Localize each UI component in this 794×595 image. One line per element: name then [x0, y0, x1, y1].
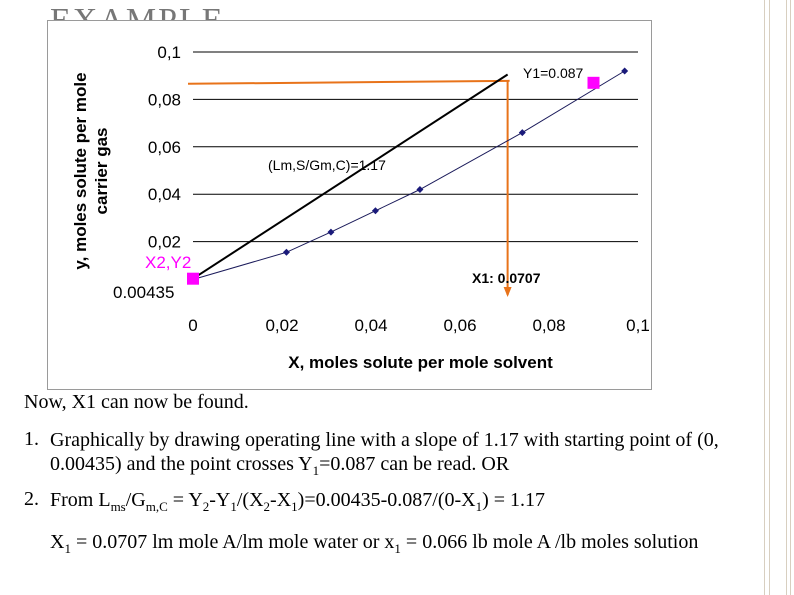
eq-sub: 2 — [263, 499, 271, 514]
y1-annotation: Y1=0.087 — [523, 65, 584, 81]
y-tick-label: 0,06 — [148, 138, 181, 157]
eq-part: = Y — [167, 489, 203, 511]
chart: 0,02 0,04 0,06 0,08 0,1 0 0,02 0,04 0,06 0,08 0,1 X… — [47, 20, 652, 390]
y-tick-label: 0,02 — [148, 233, 181, 252]
chart-svg: 0,02 0,04 0,06 0,08 0,1 0 0,02 0,04 0,06 0,08 0,1 X… — [71, 43, 650, 372]
result-part: = 0.066 lb mole A /lb moles solution — [400, 531, 699, 553]
y2-value-annotation: 0.00435 — [113, 283, 174, 302]
intro-text: Now, X1 can now be found. — [24, 391, 249, 413]
x-tick-label: 0 — [188, 316, 197, 335]
item-number: 1. — [24, 428, 39, 450]
x1-annotation: X1: 0.0707 — [472, 270, 541, 286]
x-tick-label: 0,06 — [443, 316, 476, 335]
result-part: X — [50, 531, 65, 553]
result-sub: 1 — [394, 541, 401, 556]
data-point — [282, 248, 290, 256]
eq-sub: ms — [110, 499, 126, 514]
y-tick-label: 0,08 — [148, 90, 181, 109]
highlight-marker — [587, 76, 600, 89]
y-tick-label: 0,04 — [148, 185, 181, 204]
eq-sub: 1 — [475, 499, 483, 514]
highlight-marker — [187, 272, 199, 285]
eq-part: )=0.00435-0.087/(0-X — [297, 489, 476, 511]
list-item-1: 1. Graphically by drawing operating line… — [24, 428, 764, 478]
data-point — [416, 185, 424, 193]
item1-sub: 1 — [312, 463, 320, 478]
item1-text: Graphically by drawing operating line wi… — [50, 429, 719, 475]
eq-part: From L — [50, 489, 111, 511]
x-tick-label: 0,08 — [532, 316, 565, 335]
y1-guide-line — [187, 79, 510, 85]
decorative-border — [760, 0, 794, 595]
eq-part: -X — [270, 489, 292, 511]
y-tick-label: 0,1 — [157, 43, 181, 62]
x-tick-label: 0,02 — [265, 316, 298, 335]
eq-part: /(X — [236, 489, 264, 511]
eq-part: ) = 1.17 — [482, 489, 546, 511]
operating-line — [192, 73, 509, 280]
y-axis-title-line2: carrier gas — [92, 128, 111, 215]
slope-annotation: (Lm,S/Gm,C)=1.17 — [268, 157, 386, 173]
data-point — [327, 228, 335, 236]
x-tick-label: 0,1 — [626, 316, 650, 335]
eq-sub: 1 — [230, 499, 237, 514]
eq-sub: 1 — [291, 499, 298, 514]
equilibrium-line — [192, 70, 625, 280]
result-line: X1 = 0.0707 lm mole A/lm mole water or x… — [24, 530, 764, 556]
item1-end: =0.087 can be read. OR — [319, 453, 510, 475]
y-axis-title-line1: y, moles solute per mole — [71, 72, 90, 269]
eq-sub: 2 — [202, 499, 210, 514]
result-part: = 0.0707 lm mole A/lm mole water or x — [70, 531, 395, 553]
data-point — [371, 207, 379, 215]
x2y2-annotation: X2,Y2 — [145, 253, 191, 272]
data-point — [621, 67, 629, 75]
data-point — [518, 129, 526, 137]
x-axis-title: X, moles solute per mole solvent — [288, 353, 553, 372]
item-number: 2. — [24, 488, 39, 510]
x1-guide-arrow — [503, 287, 512, 297]
list-item-2: 2. From Lms/Gm,C = Y2-Y1/(X2-X1)=0.00435… — [24, 488, 764, 514]
result-sub: 1 — [64, 541, 71, 556]
eq-sub: m,C — [145, 499, 168, 514]
explanation-text: Now, X1 can now be found. 1. Graphically… — [24, 390, 764, 556]
eq-part: /G — [125, 489, 146, 511]
eq-part: -Y — [209, 489, 231, 511]
x-tick-label: 0,04 — [354, 316, 387, 335]
